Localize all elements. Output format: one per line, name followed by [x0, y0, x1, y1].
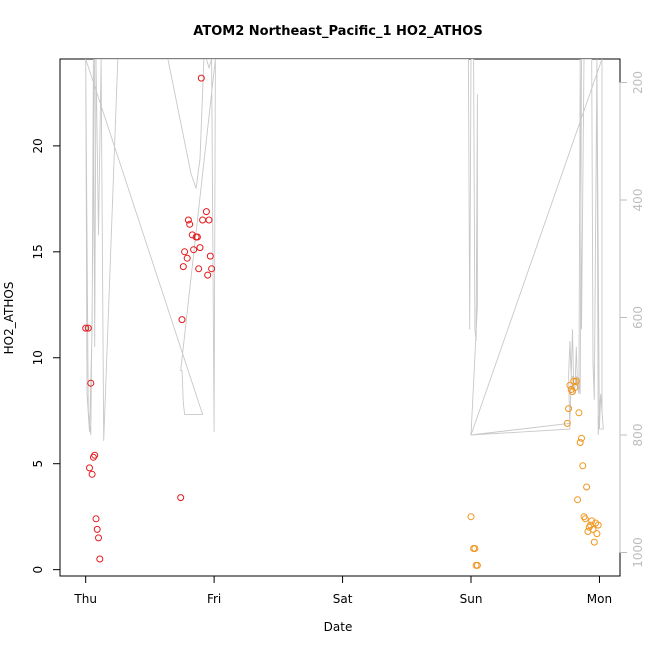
- y-tick-label: 0: [31, 566, 45, 574]
- data-point: [202, 208, 210, 216]
- data-point: [197, 74, 205, 82]
- data-point: [87, 379, 95, 387]
- x-axis-label: Date: [324, 620, 353, 634]
- data-point: [571, 383, 579, 391]
- data-point: [578, 434, 585, 442]
- x-tick-label: Sat: [333, 592, 353, 606]
- data-point: [190, 246, 198, 254]
- y2-tick-label: 600: [631, 306, 645, 329]
- data-point: [575, 409, 583, 417]
- y-axis: 0 5 10 15 20: [31, 138, 61, 574]
- y-tick-label: 20: [31, 138, 45, 153]
- data-point: [574, 496, 582, 504]
- data-point: [593, 530, 601, 538]
- data-point: [178, 316, 186, 324]
- data-point: [576, 439, 584, 446]
- data-point: [195, 265, 203, 273]
- data-point: [82, 324, 90, 332]
- data-point: [563, 419, 571, 427]
- data-point: [88, 470, 96, 478]
- data-point: [208, 265, 216, 273]
- data-point: [572, 377, 580, 385]
- data-point: [193, 233, 201, 241]
- data-point: [196, 244, 204, 252]
- data-point: [186, 220, 194, 228]
- data-point: [570, 377, 578, 385]
- data-point: [199, 216, 207, 224]
- data-point: [471, 545, 479, 552]
- data-point: [181, 248, 189, 256]
- data-point: [86, 464, 93, 472]
- data-point: [92, 515, 100, 523]
- data-point: [96, 555, 104, 563]
- data-point: [91, 451, 99, 459]
- data-point: [184, 216, 192, 224]
- data-point: [177, 494, 185, 502]
- data-point: [588, 517, 596, 525]
- data-point: [205, 216, 213, 224]
- data-point: [565, 405, 573, 413]
- data-point: [183, 254, 191, 262]
- data-point: [589, 525, 597, 533]
- data-point: [206, 252, 214, 260]
- y2-tick-label: 1000: [631, 537, 645, 568]
- secondary-line-layer: [85, 59, 604, 441]
- data-point: [179, 263, 187, 271]
- data-point: [579, 462, 587, 470]
- y2-tick-label: 400: [631, 189, 645, 212]
- data-point: [93, 525, 101, 533]
- data-point: [467, 513, 475, 521]
- data-point: [473, 561, 481, 569]
- x-axis: Thu Fri Sat Sun Mon: [73, 575, 612, 606]
- x-tick-label: Thu: [73, 592, 97, 606]
- data-point: [583, 483, 591, 491]
- points-layer: [82, 74, 602, 569]
- y2-axis: 200 400 600 800 1000: [619, 71, 645, 568]
- data-point: [594, 521, 602, 529]
- data-point: [590, 538, 598, 546]
- data-point: [204, 271, 212, 279]
- data-point: [84, 324, 92, 332]
- y-tick-label: 15: [31, 244, 45, 259]
- y-axis-label: HO2_ATHOS: [2, 282, 16, 355]
- data-point: [581, 515, 589, 523]
- secondary-line: [85, 59, 604, 441]
- y2-tick-label: 800: [631, 424, 645, 447]
- x-tick-label: Fri: [207, 592, 221, 606]
- y-tick-label: 10: [31, 350, 45, 365]
- chart-title: ATOM2 Northeast_Pacific_1 HO2_ATHOS: [193, 24, 482, 39]
- y-tick-label: 5: [31, 460, 45, 468]
- y2-tick-label: 200: [631, 71, 645, 94]
- x-tick-label: Sun: [460, 592, 483, 606]
- data-point: [95, 534, 102, 542]
- plot-area: [59, 58, 621, 577]
- x-tick-label: Mon: [587, 592, 612, 606]
